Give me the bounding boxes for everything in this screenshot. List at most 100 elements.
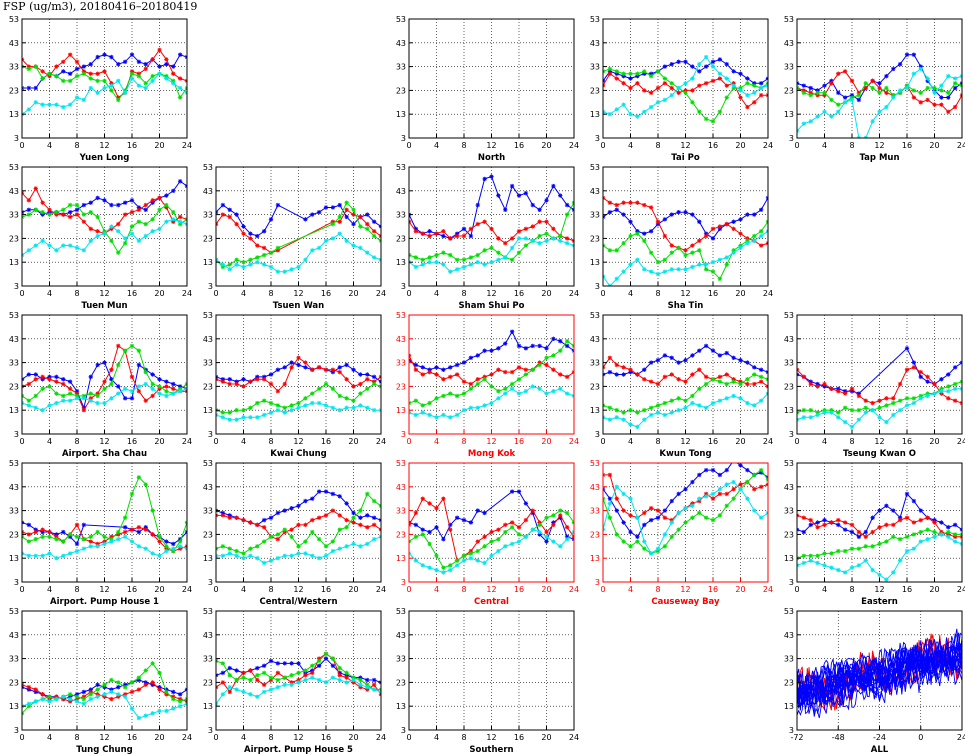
data-point-cyan xyxy=(61,243,66,248)
data-point-cyan xyxy=(849,424,855,430)
data-point-blue xyxy=(227,513,232,518)
x-tick-label: 0 xyxy=(600,289,605,298)
data-point-green xyxy=(47,71,52,76)
data-point-green xyxy=(710,269,716,274)
data-point-cyan xyxy=(551,388,556,394)
data-point-green xyxy=(642,546,647,551)
x-tick-label: 20 xyxy=(541,585,551,594)
data-point-red xyxy=(842,391,848,396)
data-point-red xyxy=(564,236,570,241)
data-point-blue xyxy=(662,64,668,69)
data-point-red xyxy=(918,100,923,105)
data-point-green xyxy=(268,250,274,255)
data-point-red xyxy=(95,71,100,76)
data-point-green xyxy=(289,534,294,539)
data-point-blue xyxy=(849,92,855,98)
data-point-green xyxy=(268,675,274,680)
data-point-cyan xyxy=(344,238,349,243)
data-point-green xyxy=(268,534,274,539)
x-tick-label: 0 xyxy=(918,733,923,742)
data-point-blue xyxy=(717,472,723,478)
data-point-cyan xyxy=(54,400,59,406)
data-point-green xyxy=(683,398,688,403)
data-point-blue xyxy=(434,525,439,530)
data-point-cyan xyxy=(655,410,661,415)
data-point-cyan xyxy=(925,393,930,399)
data-point-red xyxy=(475,539,480,544)
data-point-green xyxy=(241,551,246,556)
data-point-red xyxy=(530,224,535,229)
data-point-red xyxy=(842,69,848,74)
data-point-blue xyxy=(836,90,841,95)
data-point-green xyxy=(74,202,80,208)
data-point-blue xyxy=(468,355,474,361)
data-point-blue xyxy=(164,193,169,198)
data-point-cyan xyxy=(261,689,267,695)
data-point-cyan xyxy=(129,539,135,544)
data-point-green xyxy=(420,532,425,537)
data-point-green xyxy=(454,393,460,399)
data-point-green xyxy=(710,377,716,382)
data-point-blue xyxy=(690,353,695,358)
data-point-cyan xyxy=(911,546,917,551)
data-point-blue xyxy=(621,73,626,79)
data-point-green xyxy=(88,534,93,539)
data-point-cyan xyxy=(537,386,542,391)
data-point-green xyxy=(703,515,709,520)
data-point-cyan xyxy=(122,386,128,391)
x-tick-label: 16 xyxy=(127,585,137,594)
data-point-cyan xyxy=(454,412,460,418)
data-point-blue xyxy=(849,529,855,535)
data-point-red xyxy=(614,202,619,208)
data-point-cyan xyxy=(607,112,613,117)
data-point-red xyxy=(801,515,807,520)
y-tick-label: 23 xyxy=(590,86,600,95)
data-point-blue xyxy=(157,64,162,69)
data-point-cyan xyxy=(234,417,239,422)
data-point-red xyxy=(621,365,626,370)
data-point-blue xyxy=(758,207,764,213)
x-tick-label: 20 xyxy=(348,289,358,298)
y-tick-label: 53 xyxy=(590,311,600,320)
data-point-blue xyxy=(448,365,453,370)
data-point-red xyxy=(621,508,626,513)
y-tick-label: 53 xyxy=(9,459,19,468)
data-point-red xyxy=(358,522,363,528)
x-tick-label: 4 xyxy=(822,437,827,446)
data-point-green xyxy=(95,214,100,220)
data-point-cyan xyxy=(710,64,716,69)
data-point-cyan xyxy=(88,398,93,403)
data-point-red xyxy=(703,374,709,380)
data-point-red xyxy=(413,510,419,516)
data-point-cyan xyxy=(316,677,322,683)
data-point-blue xyxy=(897,62,903,67)
all-series-line xyxy=(797,640,962,709)
plot-area xyxy=(409,329,574,420)
data-point-blue xyxy=(116,62,121,67)
data-point-blue xyxy=(129,396,135,401)
data-point-cyan xyxy=(88,85,93,91)
data-point-blue xyxy=(461,226,467,232)
data-point-green xyxy=(564,212,570,217)
data-point-cyan xyxy=(509,541,515,547)
y-tick-label: 3 xyxy=(595,578,600,587)
data-point-green xyxy=(26,704,32,709)
data-point-red xyxy=(365,687,370,692)
data-point-cyan xyxy=(731,393,736,399)
data-point-blue xyxy=(351,510,356,516)
y-tick-label: 23 xyxy=(203,234,213,243)
data-point-blue xyxy=(261,229,267,234)
data-point-red xyxy=(738,231,743,236)
data-point-cyan xyxy=(157,708,162,714)
data-point-blue xyxy=(441,367,446,372)
data-point-blue xyxy=(648,229,654,234)
data-point-red xyxy=(143,527,148,532)
data-point-green xyxy=(434,252,439,258)
data-point-green xyxy=(614,248,619,253)
data-point-green xyxy=(33,393,38,399)
y-tick-label: 43 xyxy=(9,335,19,344)
data-point-red xyxy=(468,381,474,387)
x-tick-label: 24 xyxy=(957,141,965,150)
data-point-cyan xyxy=(648,551,654,556)
